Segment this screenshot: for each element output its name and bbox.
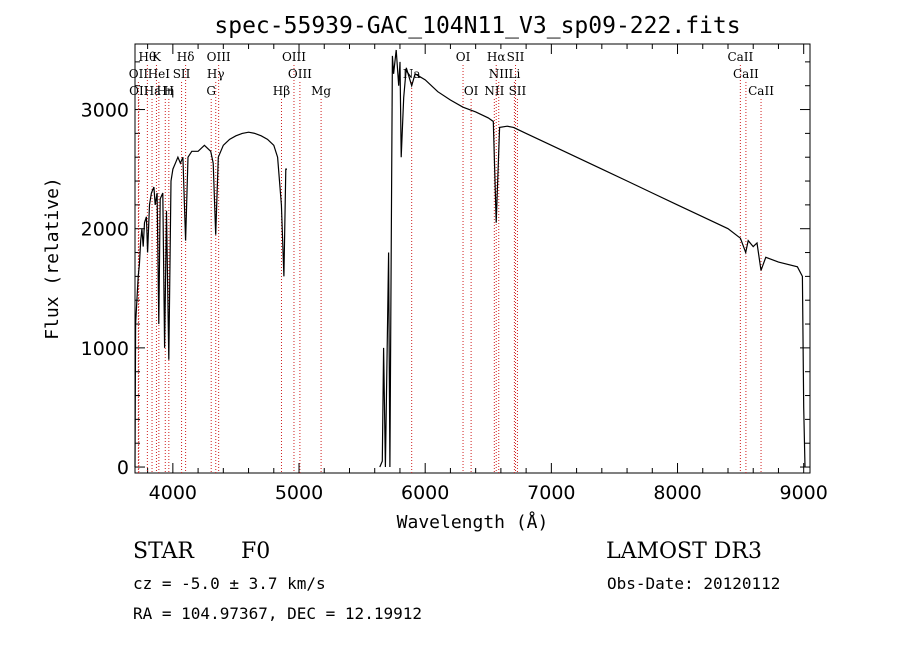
x-tick-label: 8000 (653, 482, 701, 504)
y-tick-label: 3000 (81, 100, 129, 122)
line-marker-label: Hδ (177, 50, 195, 64)
line-marker-label: OIII (207, 50, 231, 64)
x-tick-label: 9000 (780, 482, 828, 504)
line-marker-label: G (206, 84, 216, 98)
redshift-velocity: cz = -5.0 ± 3.7 km/s (133, 574, 326, 593)
object-class: STAR (133, 539, 194, 564)
chart-title: spec-55939-GAC_104N11_V3_sp09-222.fits (214, 13, 740, 39)
line-marker-label: OI (464, 84, 479, 98)
line-marker-label: OII (129, 67, 149, 81)
y-tick-label: 0 (117, 457, 129, 479)
x-axis-label: Wavelength (Å) (397, 511, 549, 533)
line-marker-label: NII (489, 67, 509, 81)
line-marker-label: CaII (733, 67, 759, 81)
observation-date: Obs-Date: 20120112 (607, 574, 781, 593)
line-marker-label: SII (509, 84, 527, 98)
y-tick-label: 2000 (81, 219, 129, 241)
y-axis-label: Flux (relative) (42, 177, 63, 340)
line-marker-label: CaII (727, 50, 753, 64)
line-marker-label: OIII (288, 67, 312, 81)
line-marker-label: OIII (282, 50, 306, 64)
line-marker-label: Li (508, 67, 520, 81)
x-tick-label: 7000 (527, 482, 575, 504)
line-marker-label: Hβ (273, 84, 290, 98)
line-marker-label: H (164, 84, 174, 98)
line-marker-label: K (152, 50, 162, 64)
line-marker-label: NII (484, 84, 504, 98)
line-marker-label: SII (507, 50, 525, 64)
line-marker-label: CaII (748, 84, 774, 98)
spectrum-line (134, 49, 806, 468)
line-marker-label: SII (173, 67, 191, 81)
x-tick-label: 4000 (149, 482, 197, 504)
line-marker-label: HeI (148, 67, 171, 81)
line-marker-label: Hη (156, 84, 174, 98)
line-marker-label: Hε (144, 84, 161, 98)
x-tick-label: 6000 (401, 482, 449, 504)
x-tick-label: 5000 (275, 482, 323, 504)
line-marker-label: Hα (487, 50, 506, 64)
survey-name: LAMOST DR3 (606, 539, 762, 564)
coordinates: RA = 104.97367, DEC = 12.19912 (133, 604, 422, 623)
line-marker-label: Mg (311, 84, 331, 98)
line-marker-label: Hγ (207, 67, 225, 81)
y-tick-label: 1000 (81, 338, 129, 360)
plot-frame (134, 43, 811, 474)
line-marker-label: OII (129, 84, 149, 98)
spectral-subclass: F0 (241, 539, 271, 564)
line-marker-label: OI (456, 50, 471, 64)
line-marker-label: Hθ (139, 50, 157, 64)
